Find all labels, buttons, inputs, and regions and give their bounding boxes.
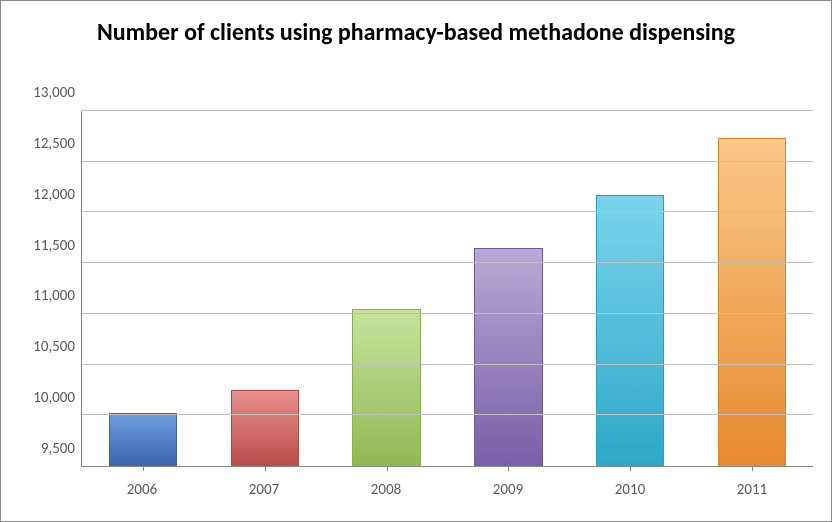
x-tick-label: 2010	[569, 481, 691, 499]
y-tick-label: 12,000	[33, 186, 75, 204]
y-tick-label: 12,500	[33, 135, 75, 153]
bar-slot	[326, 111, 448, 466]
plot-outer: 9,500 10,000 10,500 11,000 11,500 12,000 12,50…	[19, 111, 813, 467]
bar-slot	[204, 111, 326, 466]
chart-title: Number of clients using pharmacy-based m…	[1, 1, 831, 58]
bar	[596, 195, 664, 466]
gridline	[82, 110, 813, 111]
bar-slot	[82, 111, 204, 466]
x-tick-label: 2006	[81, 481, 203, 499]
y-tick-label: 10,000	[33, 389, 75, 407]
bars-group	[82, 111, 813, 466]
gridline	[82, 211, 813, 212]
gridline	[82, 262, 813, 263]
bar	[109, 413, 177, 466]
bar-slot	[569, 111, 691, 466]
plot-area	[81, 111, 813, 467]
bar	[352, 309, 420, 466]
y-tick-label: 10,500	[33, 338, 75, 356]
gridline	[82, 313, 813, 314]
bar	[474, 248, 542, 466]
gridline	[82, 161, 813, 162]
y-tick-label: 11,000	[33, 287, 75, 305]
x-tick-label: 2009	[447, 481, 569, 499]
gridline	[82, 414, 813, 415]
y-tick-label: 9,500	[41, 440, 75, 458]
x-tick-label: 2011	[691, 481, 813, 499]
x-tick-label: 2007	[203, 481, 325, 499]
y-tick-label: 13,000	[33, 84, 75, 102]
x-axis: 200620072008200920102011	[81, 481, 813, 499]
gridline	[82, 364, 813, 365]
y-tick-label: 11,500	[33, 237, 75, 255]
bar-slot	[691, 111, 813, 466]
x-tick-label: 2008	[325, 481, 447, 499]
bar	[718, 138, 786, 466]
bar-slot	[447, 111, 569, 466]
bar	[231, 390, 299, 466]
y-axis: 9,500 10,000 10,500 11,000 11,500 12,000 12,50…	[19, 111, 81, 467]
chart-container: Number of clients using pharmacy-based m…	[0, 0, 832, 522]
